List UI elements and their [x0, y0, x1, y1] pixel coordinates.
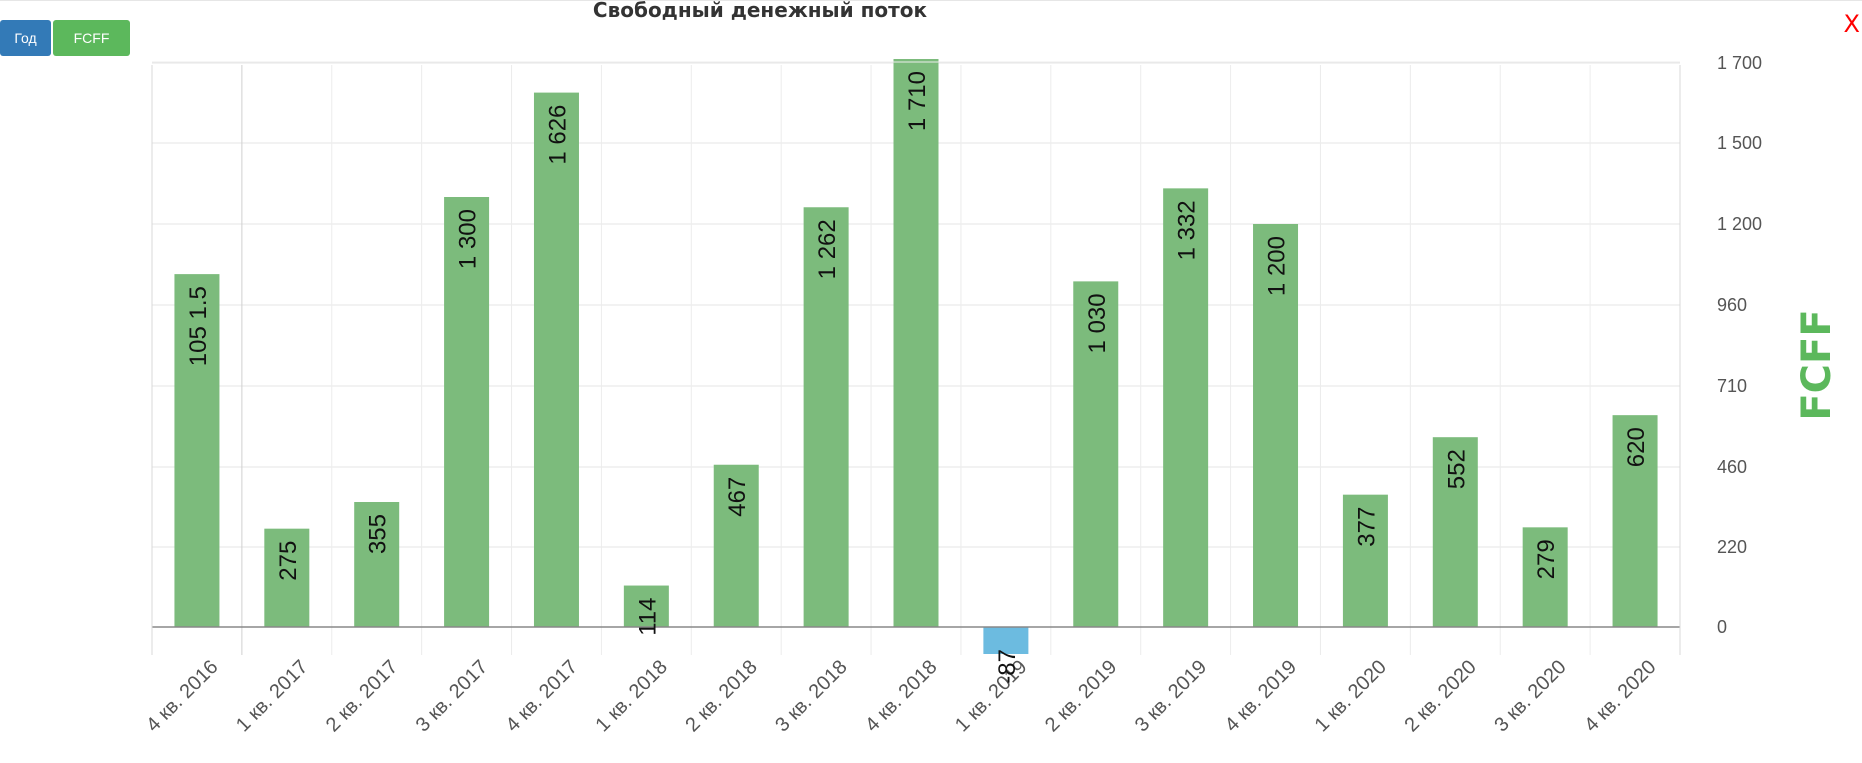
metric-fcff-button[interactable]: FCFF [53, 20, 130, 56]
data-label: 1 626 [544, 105, 571, 165]
bar [1253, 224, 1299, 627]
x-tick-label: 3 кв. 2020 [1490, 656, 1570, 736]
data-label: 1 200 [1264, 236, 1291, 296]
x-tick-label: 1 кв. 2020 [1311, 656, 1391, 736]
x-tick-label: 2 кв. 2019 [1041, 656, 1121, 736]
bar [1073, 281, 1119, 627]
data-label: 467 [724, 477, 751, 517]
x-tick-label: 1 кв. 2017 [232, 656, 312, 736]
y-tick-label: 0 [1717, 617, 1727, 637]
bar [1612, 415, 1658, 627]
bar [983, 627, 1029, 654]
x-tick-label: 2 кв. 2017 [322, 656, 402, 736]
x-tick-label: 4 кв. 2018 [861, 656, 941, 736]
bar [1432, 437, 1478, 627]
data-label: 355 [365, 514, 392, 554]
bars [174, 59, 1658, 654]
data-label: 377 [1353, 507, 1380, 547]
bar [444, 197, 490, 627]
x-tick-label: 3 кв. 2018 [771, 656, 851, 736]
bar [713, 464, 759, 627]
bar [623, 585, 669, 627]
data-label: 1 030 [1084, 293, 1111, 353]
bar [533, 92, 579, 628]
data-labels: 105 1.5 275 355 1 300 1 626 114 467 1 262 1 710 -… [185, 71, 1650, 684]
y-tick-label: 460 [1717, 457, 1747, 477]
data-label: 1 262 [814, 219, 841, 279]
bar [174, 274, 220, 627]
data-label: -87 [994, 649, 1021, 684]
bar [1522, 527, 1568, 627]
data-label: 105 1.5 [185, 286, 212, 366]
x-tick-label: 4 кв. 2017 [502, 656, 582, 736]
period-year-button[interactable]: Год [0, 20, 51, 56]
data-label: 1 300 [455, 209, 482, 269]
x-tick-label: 4 кв. 2020 [1580, 656, 1660, 736]
bar [1163, 188, 1209, 628]
top-border [0, 0, 1862, 1]
x-tick-label: 2 кв. 2020 [1400, 656, 1480, 736]
x-tick-label: 3 кв. 2017 [412, 656, 492, 736]
bar [354, 502, 400, 627]
y-tick-label: 960 [1717, 295, 1747, 315]
data-label: 275 [275, 541, 302, 581]
data-label: 114 [634, 598, 661, 636]
y-tick-label: 1 700 [1717, 53, 1762, 73]
x-tick-label: 1 кв. 2018 [592, 656, 672, 736]
y-tick-labels: 0 220 460 710 960 1 200 1 500 1 700 [1717, 53, 1762, 637]
y-tick-label: 710 [1717, 376, 1747, 396]
chart-title: Свободный денежный поток [593, 0, 928, 22]
x-tick-label: 4 кв. 2019 [1221, 656, 1301, 736]
data-label: 552 [1443, 449, 1470, 489]
bar [893, 59, 939, 627]
bar [803, 207, 849, 627]
x-tick-label: 4 кв. 2016 [142, 656, 222, 736]
y-axis-title: FCFF [1794, 309, 1840, 420]
data-label: 1 710 [904, 71, 931, 131]
axes [151, 61, 1681, 655]
x-tick-labels: 4 кв. 2016 1 кв. 2017 2 кв. 2017 3 кв. 2017… [142, 656, 1660, 736]
x-tick-label: 3 кв. 2019 [1131, 656, 1211, 736]
bar [264, 528, 310, 627]
close-icon[interactable]: X [1843, 10, 1860, 38]
x-tick-label: 2 кв. 2018 [681, 656, 761, 736]
y-tick-label: 1 200 [1717, 214, 1762, 234]
y-tick-label: 220 [1717, 537, 1747, 557]
bar [1342, 494, 1388, 627]
data-label: 620 [1623, 427, 1650, 467]
y-tick-label: 1 500 [1717, 133, 1762, 153]
data-label: 1 332 [1174, 200, 1201, 260]
data-label: 279 [1533, 539, 1560, 579]
